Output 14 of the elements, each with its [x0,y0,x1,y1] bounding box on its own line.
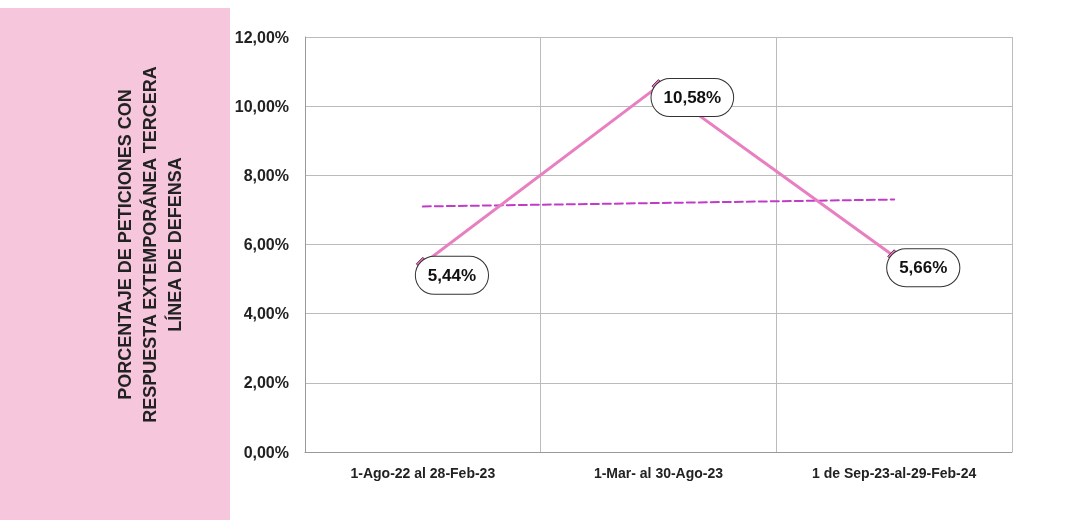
data-label: 5,44% [427,265,477,285]
y-tick-label: 10,00% [234,97,289,115]
x-tick-label: 1-Ago-22 al 28-Feb-23 [350,465,496,481]
x-tick-label: 1-Mar- al 30-Ago-23 [593,465,724,481]
y-tick-label: 8,00% [243,166,289,184]
y-tick-label: 4,00% [243,305,289,323]
y-axis-title: PORCENTAJE DE PETICIONES CON RESPUESTA EXTEMPORÁNEA TERCERA LÍNEA DE DEFENSA [114,66,185,423]
data-label: 5,66% [899,258,948,278]
y-tick-label: 2,00% [243,374,289,392]
y-tick-label: 12,00% [234,28,289,46]
data-label: 10,58% [663,88,722,108]
x-tick-label: 1 de Sep-23-al-29-Feb-24 [812,465,977,481]
y-tick-label: 6,00% [243,236,289,253]
y-tick-label: 0,00% [243,443,289,461]
